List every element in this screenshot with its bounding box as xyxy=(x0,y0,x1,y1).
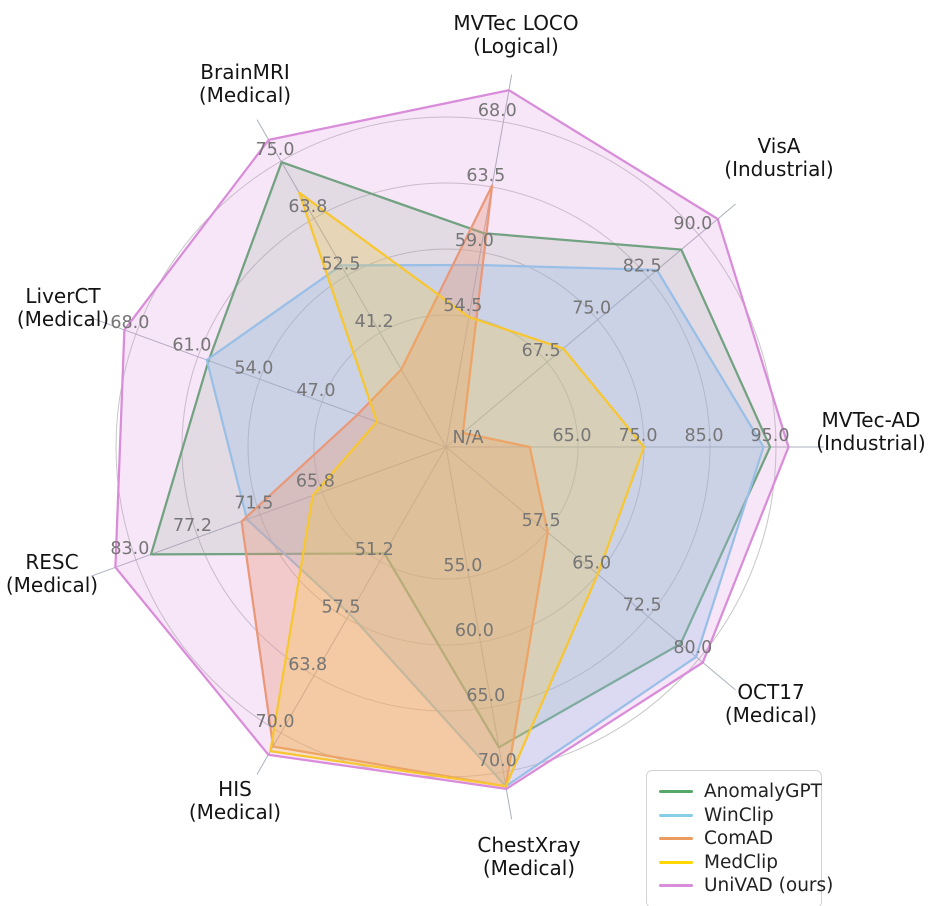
legend-label: UniVAD (ours) xyxy=(704,875,834,897)
legend-item: WinClip xyxy=(659,804,809,828)
series-polygon-comad xyxy=(240,184,549,788)
axis-title-his: HIS xyxy=(218,777,252,801)
axis-tick-label-resc: 71.5 xyxy=(234,494,273,514)
axis-title-oct17: OCT17 xyxy=(737,680,804,704)
axis-tick-label-his: 57.5 xyxy=(322,598,361,618)
legend-item: AnomalyGPT xyxy=(659,780,822,804)
axis-tick-label-visa: 82.5 xyxy=(623,256,662,276)
axis-tick-label-liverct: 54.0 xyxy=(234,358,273,378)
axis-title-visa: VisA xyxy=(758,134,801,158)
axis-tick-label-brainmri: 41.2 xyxy=(355,312,394,332)
legend-item: ComAD xyxy=(659,827,809,851)
legend-swatch xyxy=(659,837,693,841)
axis-tick-label-chestxray: 70.0 xyxy=(478,751,517,771)
axis-subtitle-chestxray: (Medical) xyxy=(483,856,575,880)
axis-subtitle-resc: (Medical) xyxy=(6,573,98,597)
series-polygon-winclip xyxy=(205,263,765,788)
axis-subtitle-mvtec_loco: (Logical) xyxy=(473,34,559,58)
center-na-label: N/A xyxy=(453,428,484,448)
axis-tick-label-mvtec_loco: 54.5 xyxy=(443,296,482,316)
legend: AnomalyGPT WinClip ComAD MedClip UniVAD (our… xyxy=(646,770,833,906)
series-polygon-anomalygpt xyxy=(149,161,772,749)
legend-swatch xyxy=(659,884,693,888)
axis-subtitle-mvtec_ad: (Industrial) xyxy=(816,431,925,455)
axis-tick-label-chestxray: 60.0 xyxy=(455,621,494,641)
axis-tick-label-mvtec_ad: 95.0 xyxy=(751,426,790,446)
axis-tick-label-resc: 83.0 xyxy=(110,539,149,559)
legend-swatch xyxy=(659,790,693,794)
axis-spoke-brainmri xyxy=(256,119,447,448)
axis-title-brainmri: BrainMRI xyxy=(200,60,289,84)
axis-tick-label-mvtec_loco: 59.0 xyxy=(455,231,494,251)
axis-title-resc: RESC xyxy=(25,550,78,574)
axis-subtitle-liverct: (Medical) xyxy=(17,307,109,331)
legend-item: UniVAD (ours) xyxy=(659,874,833,898)
axis-tick-label-his: 70.0 xyxy=(256,712,295,732)
axis-tick-label-oct17: 57.5 xyxy=(522,511,561,531)
legend-label: AnomalyGPT xyxy=(704,781,822,803)
axis-subtitle-visa: (Industrial) xyxy=(724,157,833,181)
axis-spoke-his xyxy=(256,446,447,775)
axis-tick-label-brainmri: 63.8 xyxy=(288,197,327,217)
axis-tick-label-resc: 77.2 xyxy=(173,516,212,536)
axis-title-mvtec_ad: MVTec-AD xyxy=(822,408,921,432)
axis-tick-label-mvtec_ad: 85.0 xyxy=(685,426,724,446)
axis-tick-label-mvtec_ad: 75.0 xyxy=(619,426,658,446)
axis-tick-label-mvtec_loco: 63.5 xyxy=(466,166,505,186)
axis-tick-label-mvtec_loco: 68.0 xyxy=(478,101,517,121)
legend-item: MedClip xyxy=(659,851,809,875)
series-polygon-medclip xyxy=(269,191,646,788)
axis-tick-label-liverct: 68.0 xyxy=(110,313,149,333)
axis-title-chestxray: ChestXray xyxy=(477,833,580,857)
axis-tick-label-visa: 90.0 xyxy=(673,214,712,234)
axis-tick-label-liverct: 61.0 xyxy=(172,336,211,356)
axis-subtitle-brainmri: (Medical) xyxy=(199,83,291,107)
legend-label: MedClip xyxy=(704,851,779,873)
axis-subtitle-his: (Medical) xyxy=(189,800,281,824)
axis-tick-label-oct17: 72.5 xyxy=(623,596,662,616)
axis-title-mvtec_loco: MVTec LOCO xyxy=(453,11,578,35)
axis-tick-label-brainmri: 52.5 xyxy=(322,255,361,275)
axis-subtitle-oct17: (Medical) xyxy=(725,703,817,727)
axis-spoke-oct17 xyxy=(445,446,736,691)
axis-tick-label-chestxray: 55.0 xyxy=(443,556,482,576)
legend-swatch xyxy=(659,813,693,817)
axis-title-liverct: LiverCT xyxy=(25,284,101,308)
axis-tick-label-brainmri: 75.0 xyxy=(256,140,295,160)
axis-tick-label-chestxray: 65.0 xyxy=(466,686,505,706)
axis-spoke-visa xyxy=(445,203,736,448)
axis-tick-label-visa: 67.5 xyxy=(522,341,561,361)
axis-spoke-mvtec_loco xyxy=(445,74,513,448)
axis-tick-label-visa: 75.0 xyxy=(572,299,611,319)
axis-tick-label-oct17: 65.0 xyxy=(572,553,611,573)
legend-swatch xyxy=(659,860,693,864)
axis-spoke-chestxray xyxy=(445,446,513,820)
axis-tick-label-mvtec_ad: 65.0 xyxy=(553,426,592,446)
axis-tick-label-his: 63.8 xyxy=(288,655,327,675)
series-polygon-univad-ours- xyxy=(114,89,790,791)
axis-tick-label-his: 51.2 xyxy=(355,540,394,560)
axis-tick-label-resc: 65.8 xyxy=(296,471,335,491)
legend-label: WinClip xyxy=(704,804,774,826)
axis-tick-label-liverct: 47.0 xyxy=(297,381,336,401)
axis-tick-label-oct17: 80.0 xyxy=(673,638,712,658)
axis-spoke-liverct xyxy=(90,317,447,448)
legend-label: ComAD xyxy=(704,828,774,850)
